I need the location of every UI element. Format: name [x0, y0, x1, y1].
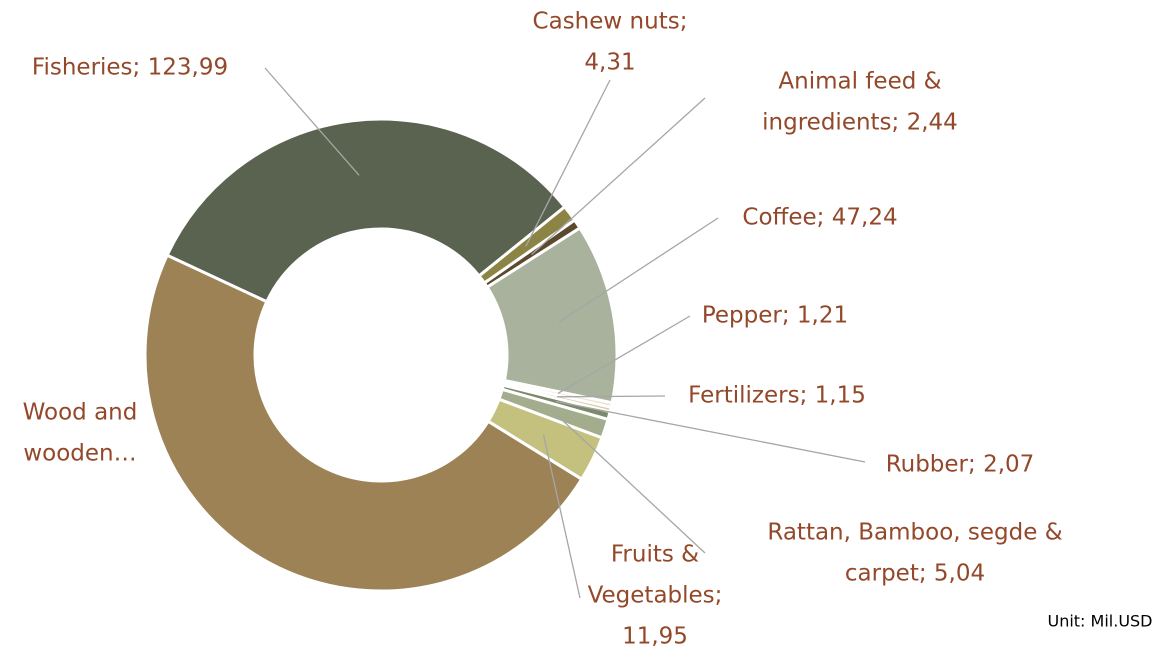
leader-line	[264, 67, 360, 176]
data-label: carpet; 5,04	[845, 561, 985, 587]
data-label: Pepper; 1,21	[702, 303, 848, 329]
leader-line	[557, 395, 666, 398]
data-label: Animal feed &	[778, 69, 941, 95]
data-label: 11,95	[622, 624, 688, 649]
data-label: Rubber; 2,07	[886, 452, 1035, 478]
data-label: Coffee; 47,24	[742, 205, 897, 231]
donut-slice	[143, 253, 584, 593]
unit-note: Unit: Mil.USD	[1047, 612, 1152, 631]
data-label: Fisheries; 123,99	[32, 55, 228, 81]
leader-line	[552, 411, 706, 554]
data-label: Rattan, Bamboo, segde &	[767, 520, 1062, 546]
donut-slice	[165, 117, 567, 304]
data-label: ingredients; 2,44	[762, 110, 958, 136]
data-label: Vegetables;	[588, 583, 723, 609]
data-label: Fertilizers; 1,15	[688, 383, 866, 409]
data-label: wooden…	[23, 441, 136, 467]
data-label: 4,31	[584, 50, 635, 76]
data-label: Fruits &	[611, 542, 699, 568]
leader-line	[557, 315, 691, 394]
leader-line	[558, 217, 719, 323]
leader-line	[525, 79, 611, 247]
data-label: Cashew nuts;	[533, 9, 688, 35]
data-label: Wood and	[23, 400, 138, 426]
leader-line	[531, 97, 706, 256]
leader-line	[555, 400, 866, 463]
leader-line	[542, 434, 581, 599]
